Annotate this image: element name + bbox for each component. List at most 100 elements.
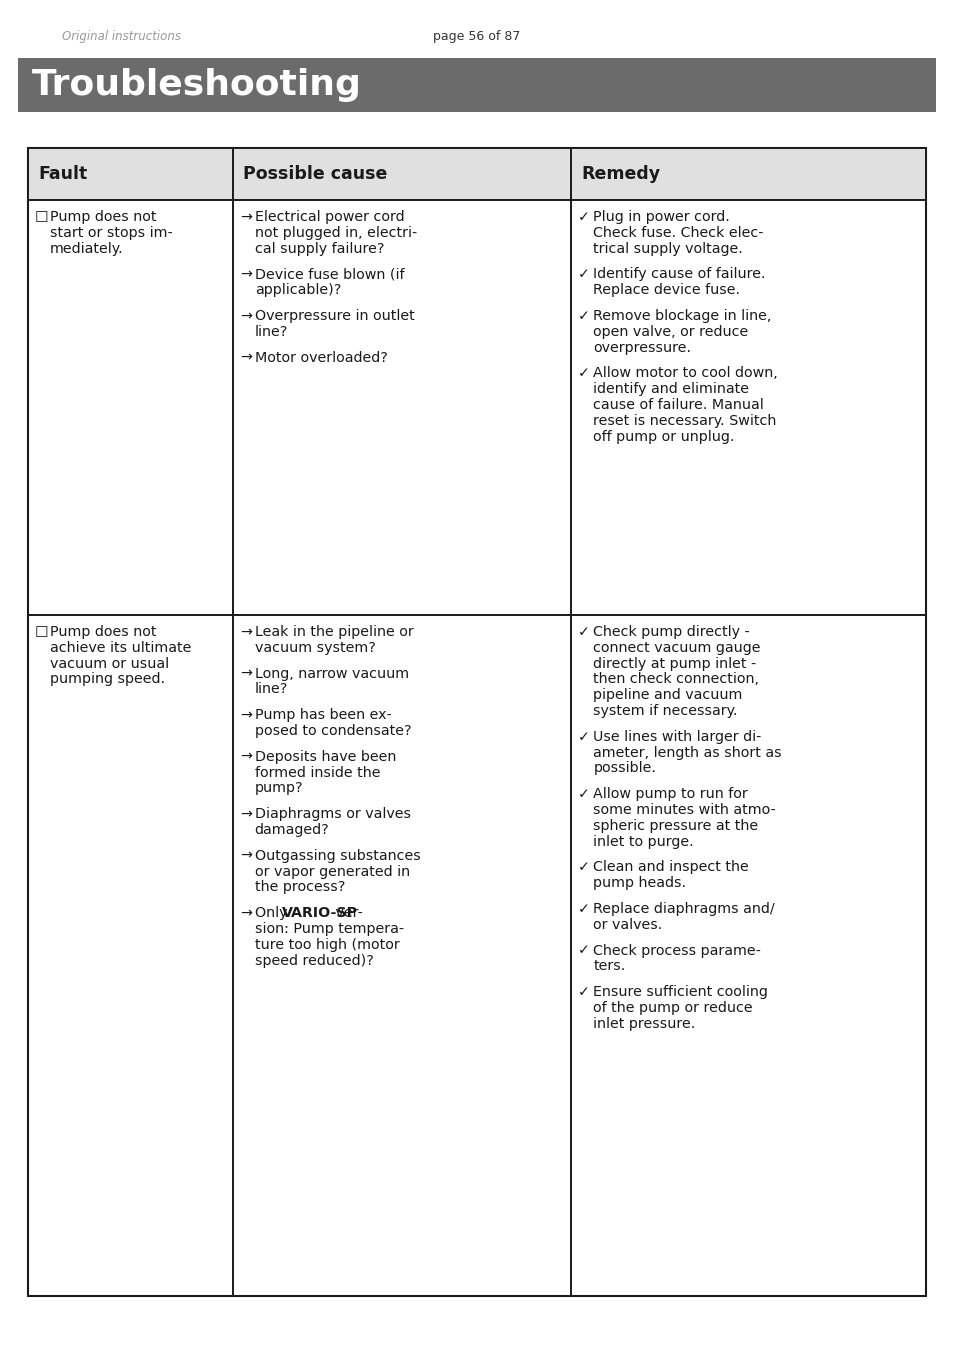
Text: Check fuse. Check elec-: Check fuse. Check elec- xyxy=(593,225,763,240)
Text: applicable)?: applicable)? xyxy=(254,284,341,297)
Text: Pump does not: Pump does not xyxy=(50,625,156,639)
Bar xyxy=(18,58,935,112)
Text: ✓: ✓ xyxy=(578,366,590,381)
Text: Diaphragms or valves: Diaphragms or valves xyxy=(254,807,411,821)
Text: start or stops im-: start or stops im- xyxy=(50,225,172,240)
Text: ✓: ✓ xyxy=(578,730,590,744)
Text: open valve, or reduce: open valve, or reduce xyxy=(593,325,748,339)
Text: Remove blockage in line,: Remove blockage in line, xyxy=(593,309,771,323)
Text: ✓: ✓ xyxy=(578,902,590,917)
Text: pipeline and vacuum: pipeline and vacuum xyxy=(593,688,741,702)
Bar xyxy=(28,148,925,200)
Text: some minutes with atmo-: some minutes with atmo- xyxy=(593,803,775,817)
Bar xyxy=(28,148,925,1296)
Text: Replace device fuse.: Replace device fuse. xyxy=(593,284,740,297)
Text: damaged?: damaged? xyxy=(254,824,329,837)
Text: trical supply voltage.: trical supply voltage. xyxy=(593,242,742,255)
Text: or valves.: or valves. xyxy=(593,918,661,932)
Text: ture too high (motor: ture too high (motor xyxy=(254,938,399,952)
Text: cause of failure. Manual: cause of failure. Manual xyxy=(593,398,763,412)
Text: Electrical power cord: Electrical power cord xyxy=(254,211,404,224)
Text: sion: Pump tempera-: sion: Pump tempera- xyxy=(254,922,403,936)
Text: →: → xyxy=(239,309,252,323)
Text: identify and eliminate: identify and eliminate xyxy=(593,382,748,396)
Text: inlet to purge.: inlet to purge. xyxy=(593,834,693,849)
Text: Use lines with larger di-: Use lines with larger di- xyxy=(593,730,760,744)
Text: Pump does not: Pump does not xyxy=(50,211,156,224)
Text: ✓: ✓ xyxy=(578,625,590,639)
Text: vacuum or usual: vacuum or usual xyxy=(50,656,169,671)
Text: Allow motor to cool down,: Allow motor to cool down, xyxy=(593,366,778,381)
Text: Long, narrow vacuum: Long, narrow vacuum xyxy=(254,667,409,680)
Text: ☐: ☐ xyxy=(35,625,49,640)
Text: →: → xyxy=(239,807,252,821)
Text: Device fuse blown (if: Device fuse blown (if xyxy=(254,267,404,281)
Text: mediately.: mediately. xyxy=(50,242,124,255)
Text: page 56 of 87: page 56 of 87 xyxy=(433,30,520,43)
Text: pump heads.: pump heads. xyxy=(593,876,685,890)
Text: Allow pump to run for: Allow pump to run for xyxy=(593,787,747,801)
Text: connect vacuum gauge: connect vacuum gauge xyxy=(593,641,760,655)
Text: of the pump or reduce: of the pump or reduce xyxy=(593,1000,752,1015)
Text: Identify cause of failure.: Identify cause of failure. xyxy=(593,267,765,281)
Text: Leak in the pipeline or: Leak in the pipeline or xyxy=(254,625,413,639)
Text: Troubleshooting: Troubleshooting xyxy=(32,68,361,103)
Text: the process?: the process? xyxy=(254,880,345,895)
Text: →: → xyxy=(239,709,252,722)
Text: →: → xyxy=(239,625,252,639)
Text: ✓: ✓ xyxy=(578,267,590,281)
Text: inlet pressure.: inlet pressure. xyxy=(593,1017,695,1031)
Text: Original instructions: Original instructions xyxy=(62,30,181,43)
Text: Outgassing substances: Outgassing substances xyxy=(254,849,420,863)
Text: posed to condensate?: posed to condensate? xyxy=(254,724,411,738)
Text: Ensure sufficient cooling: Ensure sufficient cooling xyxy=(593,986,767,999)
Text: cal supply failure?: cal supply failure? xyxy=(254,242,384,255)
Text: VARIO-SP: VARIO-SP xyxy=(281,906,357,921)
Text: line?: line? xyxy=(254,325,288,339)
Text: reset is necessary. Switch: reset is necessary. Switch xyxy=(593,414,776,428)
Text: Replace diaphragms and/: Replace diaphragms and/ xyxy=(593,902,774,917)
Text: not plugged in, electri-: not plugged in, electri- xyxy=(254,225,416,240)
Text: Remedy: Remedy xyxy=(580,165,659,184)
Text: Clean and inspect the: Clean and inspect the xyxy=(593,860,748,875)
Text: Pump has been ex-: Pump has been ex- xyxy=(254,709,391,722)
Text: off pump or unplug.: off pump or unplug. xyxy=(593,429,734,444)
Text: line?: line? xyxy=(254,682,288,697)
Text: formed inside the: formed inside the xyxy=(254,765,380,779)
Text: Deposits have been: Deposits have been xyxy=(254,749,395,764)
Text: →: → xyxy=(239,211,252,224)
Text: ✓: ✓ xyxy=(578,787,590,801)
Text: pump?: pump? xyxy=(254,782,303,795)
Text: ameter, length as short as: ameter, length as short as xyxy=(593,745,781,760)
Text: Fault: Fault xyxy=(38,165,87,184)
Text: →: → xyxy=(239,849,252,863)
Text: vacuum system?: vacuum system? xyxy=(254,641,375,655)
Text: ✓: ✓ xyxy=(578,944,590,957)
Text: or vapor generated in: or vapor generated in xyxy=(254,864,410,879)
Text: Overpressure in outlet: Overpressure in outlet xyxy=(254,309,414,323)
Text: achieve its ultimate: achieve its ultimate xyxy=(50,641,192,655)
Text: Check pump directly -: Check pump directly - xyxy=(593,625,749,639)
Text: →: → xyxy=(239,267,252,281)
Text: ters.: ters. xyxy=(593,960,625,973)
Text: then check connection,: then check connection, xyxy=(593,672,759,686)
Text: →: → xyxy=(239,667,252,680)
Text: ✓: ✓ xyxy=(578,309,590,323)
Text: ☐: ☐ xyxy=(35,211,49,225)
Text: spheric pressure at the: spheric pressure at the xyxy=(593,819,758,833)
Text: →: → xyxy=(239,906,252,921)
Text: Only: Only xyxy=(254,906,292,921)
Text: ✓: ✓ xyxy=(578,860,590,875)
Text: possible.: possible. xyxy=(593,761,656,775)
Text: ver-: ver- xyxy=(331,906,362,921)
Text: ✓: ✓ xyxy=(578,211,590,224)
Text: →: → xyxy=(239,351,252,364)
Text: directly at pump inlet -: directly at pump inlet - xyxy=(593,656,756,671)
Text: Motor overloaded?: Motor overloaded? xyxy=(254,351,387,364)
Text: Check process parame-: Check process parame- xyxy=(593,944,760,957)
Text: Plug in power cord.: Plug in power cord. xyxy=(593,211,729,224)
Text: system if necessary.: system if necessary. xyxy=(593,703,737,718)
Text: Possible cause: Possible cause xyxy=(242,165,387,184)
Text: ✓: ✓ xyxy=(578,986,590,999)
Text: overpressure.: overpressure. xyxy=(593,340,691,355)
